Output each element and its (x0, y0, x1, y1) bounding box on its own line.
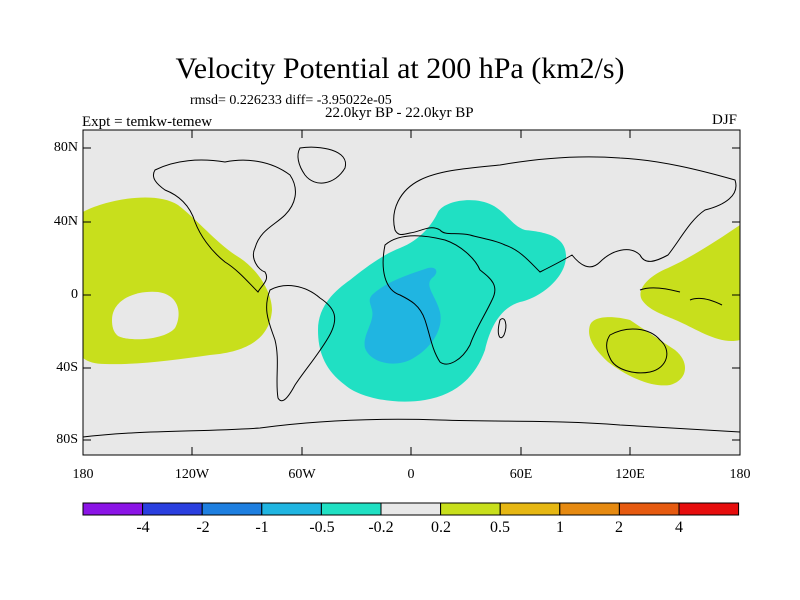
map-title: Velocity Potential at 200 hPa (km2/s) (175, 52, 625, 85)
colorbar-box (320, 502, 382, 516)
colorbar-label: 2 (615, 519, 623, 536)
lat-ticks (83, 147, 740, 441)
lat-label-80n: 80N (53, 140, 78, 155)
season-label: DJF (712, 112, 738, 128)
lon-label-180w: 180 (72, 467, 94, 482)
colorbar-box (618, 502, 680, 516)
lon-label-180e: 180 (729, 467, 751, 482)
colorbar-box (142, 502, 203, 516)
coast-africa (382, 235, 496, 365)
negative-core-atlantic (364, 267, 441, 364)
coast-greenland (297, 146, 346, 184)
colorbar-label: 0.2 (431, 519, 451, 536)
colorbar-box (499, 502, 561, 516)
lat-label-80s: 80S (56, 432, 78, 447)
colorbar-box (82, 502, 144, 516)
coast-indonesia (639, 287, 723, 306)
lon-label-0: 0 (407, 467, 415, 482)
colorbar-box (380, 502, 442, 516)
lon-label-120w: 120W (174, 467, 210, 482)
coastlines (82, 146, 741, 438)
stats-label: rmsd= 0.226233 diff= -3.95022e-05 (190, 93, 392, 108)
colorbar-label: -0.5 (309, 519, 335, 536)
lon-label-60w: 60W (288, 467, 316, 482)
coast-madagascar (497, 318, 507, 339)
colorbar-box (261, 502, 322, 516)
coast-antarctica (82, 418, 741, 438)
colorbar-box (440, 502, 501, 516)
colorbar-label: -2 (196, 519, 210, 536)
lat-label-40s: 40S (56, 360, 78, 375)
coast-north-america (152, 159, 296, 293)
lat-label-40n: 40N (53, 214, 78, 229)
lon-ticks (191, 130, 631, 455)
coast-south-america (266, 285, 336, 402)
lon-label-120e: 120E (615, 467, 645, 482)
neutral-hole-pacific (112, 291, 179, 340)
positive-region-westpacific-west (83, 268, 98, 335)
colorbar-label: -0.2 (368, 519, 394, 536)
lon-label-60e: 60E (509, 467, 533, 482)
coast-australia (606, 328, 668, 374)
positive-region-westpacific (640, 225, 740, 341)
colorbar (82, 502, 740, 516)
colorbar-label: 1 (556, 519, 564, 536)
colorbar-label: -4 (136, 519, 150, 536)
colorbar-box (201, 502, 263, 516)
colorbar-box (678, 502, 740, 516)
experiment-label: Expt = temkw-temew (82, 114, 213, 130)
colorbar-label: 4 (675, 519, 683, 536)
colorbar-box (559, 502, 620, 516)
coast-eurasia (393, 156, 737, 273)
colorbar-label: -1 (255, 519, 269, 536)
colorbar-label: 0.5 (490, 519, 510, 536)
lat-label-0: 0 (71, 287, 78, 302)
period-label: 22.0kyr BP - 22.0kyr BP (325, 105, 474, 121)
positive-region-australia (589, 317, 686, 386)
